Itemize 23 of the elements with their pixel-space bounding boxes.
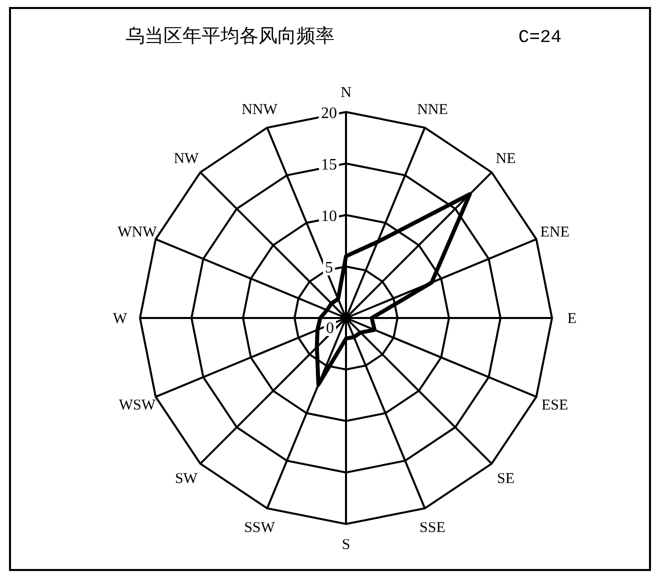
spoke-label: N bbox=[340, 85, 352, 101]
chart-title: 乌当区年平均各风向频率 bbox=[126, 25, 334, 47]
y-tick-label: 10 bbox=[321, 208, 337, 225]
spoke-label: NNW bbox=[242, 102, 278, 118]
spoke-label: NW bbox=[174, 151, 200, 168]
spoke-label: ESE bbox=[541, 397, 568, 414]
spoke-label: S bbox=[342, 537, 350, 553]
y-tick-label: 20 bbox=[321, 105, 337, 122]
spoke-label: SE bbox=[497, 470, 515, 487]
y-tick-label: 0 bbox=[326, 320, 334, 337]
y-tick-label: 15 bbox=[321, 156, 337, 174]
y-tick-label: 5 bbox=[325, 260, 333, 276]
spoke-label: WNW bbox=[118, 224, 158, 241]
chart-subtitle: C=24 bbox=[518, 28, 562, 48]
spoke-label: SSE bbox=[420, 520, 446, 536]
spoke-label: WSW bbox=[118, 397, 156, 414]
spoke-label: ENE bbox=[540, 224, 570, 241]
spoke-label: W bbox=[112, 311, 128, 327]
spoke-label: SSW bbox=[244, 520, 276, 536]
spoke-label: NNE bbox=[417, 102, 448, 118]
spoke-label: NE bbox=[496, 151, 516, 168]
spoke-label: SW bbox=[174, 470, 198, 487]
spoke-label: E bbox=[567, 311, 577, 327]
